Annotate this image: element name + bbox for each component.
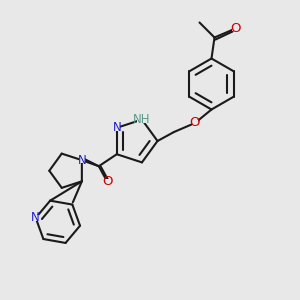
Text: N: N [112, 121, 121, 134]
Text: N: N [31, 212, 40, 224]
FancyBboxPatch shape [232, 26, 239, 32]
FancyBboxPatch shape [104, 179, 111, 185]
FancyBboxPatch shape [32, 214, 39, 221]
Text: O: O [230, 22, 241, 35]
Text: N: N [77, 154, 86, 166]
FancyBboxPatch shape [79, 157, 85, 164]
Text: NH: NH [133, 113, 151, 126]
FancyBboxPatch shape [192, 120, 198, 126]
FancyBboxPatch shape [137, 116, 147, 123]
Text: O: O [103, 175, 113, 188]
Text: O: O [190, 116, 200, 130]
FancyBboxPatch shape [113, 124, 120, 131]
